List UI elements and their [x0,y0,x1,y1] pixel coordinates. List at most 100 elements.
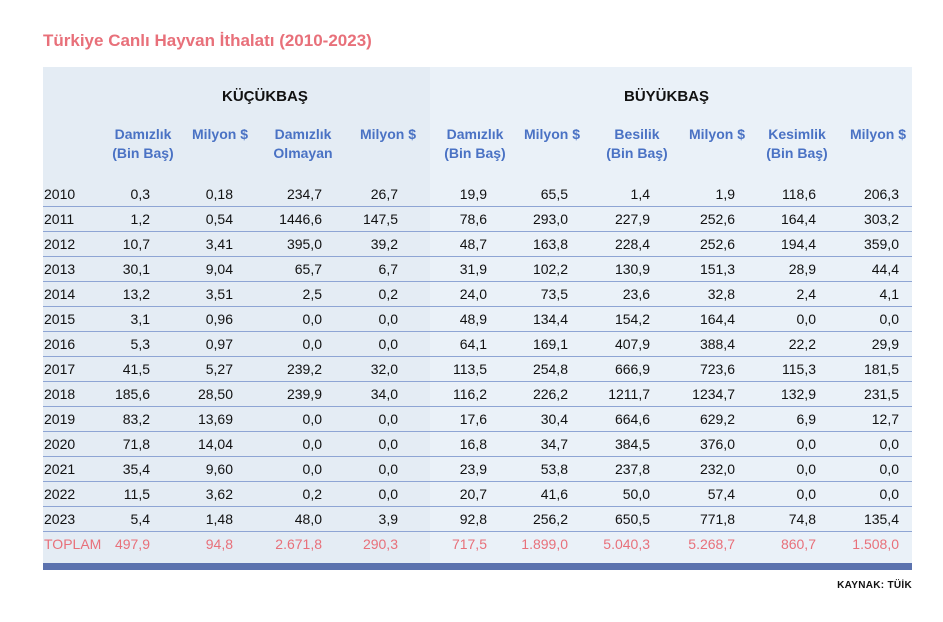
value-cell: 3,41 [205,236,233,252]
value-cell: 0,54 [205,211,233,227]
value-cell: 407,9 [614,336,650,352]
row-separator [43,256,912,257]
value-cell: 1,9 [715,186,735,202]
year-cell: 2015 [44,311,76,327]
value-cell: 0,0 [378,486,398,502]
value-cell: 20,7 [459,486,487,502]
table-row: 2017 41,5 5,27 239,2 32,0 113,5 254,8 666,9 723,… [43,358,912,382]
column-header: Milyon $ [359,126,416,142]
value-cell: 1234,7 [692,386,735,402]
value-cell: 237,8 [614,461,650,477]
value-cell: 0,0 [378,411,398,427]
table-row: 2012 10,7 3,41 395,0 39,2 48,7 163,8 228,4 252,6… [43,233,912,257]
value-cell: 19,9 [459,186,487,202]
value-cell: 74,8 [788,511,816,527]
value-cell: 164,4 [699,311,735,327]
value-cell: 83,2 [122,411,150,427]
value-cell: 32,8 [707,286,735,302]
value-cell: 0,0 [879,461,899,477]
value-cell: 194,4 [780,236,816,252]
value-cell: 53,8 [540,461,568,477]
group-header-large: BÜYÜKBAŞ [624,88,710,105]
value-cell: 34,0 [370,386,398,402]
value-cell: 26,7 [370,186,398,202]
row-separator [43,406,912,407]
value-cell: 13,69 [197,411,233,427]
row-separator [43,506,912,507]
value-cell: 163,8 [532,236,568,252]
value-cell: 169,1 [532,336,568,352]
value-cell: 290,3 [362,536,398,552]
value-cell: 5.268,7 [688,536,735,552]
row-separator [43,356,912,357]
table-row: 2016 5,3 0,97 0,0 0,0 64,1 169,1 407,9 388,4 22,2… [43,333,912,357]
column-header: Kesimlik (Bin Baş) [766,126,828,161]
value-cell: 16,8 [459,436,487,452]
value-cell: 256,2 [532,511,568,527]
value-cell: 65,7 [294,261,322,277]
value-cell: 132,9 [780,386,816,402]
value-cell: 12,7 [871,411,899,427]
column-header: Milyon $ [849,126,906,142]
value-cell: 30,4 [540,411,568,427]
value-cell: 34,7 [540,436,568,452]
value-cell: 118,6 [782,186,816,202]
value-cell: 664,6 [614,411,650,427]
value-cell: 232,0 [699,461,735,477]
value-cell: 239,2 [286,361,322,377]
year-cell: 2021 [44,461,76,477]
value-cell: 64,1 [459,336,487,352]
value-cell: 115,3 [782,361,816,377]
value-cell: 0,0 [796,311,816,327]
value-cell: 14,04 [197,436,233,452]
value-cell: 0,3 [130,186,150,202]
value-cell: 78,6 [459,211,487,227]
value-cell: 94,8 [205,536,233,552]
value-cell: 254,8 [532,361,568,377]
table-row: 2020 71,8 14,04 0,0 0,0 16,8 34,7 384,5 376,0 0,0… [43,433,912,457]
value-cell: 0,0 [302,461,322,477]
value-cell: 384,5 [614,436,650,452]
value-cell: 0,0 [378,461,398,477]
value-cell: 9,60 [205,461,233,477]
source-note: KAYNAK: TÜİK [837,580,912,591]
year-cell: 2016 [44,336,76,352]
column-header: Damızlık (Bin Baş) [112,126,174,161]
table-row: 2011 1,2 0,54 1446,6 147,5 78,6 293,0 227,9 252,… [43,208,912,232]
value-cell: 41,5 [122,361,150,377]
value-cell: 0,0 [302,436,322,452]
year-cell: 2017 [44,361,76,377]
value-cell: 48,7 [459,236,487,252]
value-cell: 771,8 [699,511,735,527]
group-header-small: KÜÇÜKBAŞ [222,88,308,105]
table-row: 2018 185,6 28,50 239,9 34,0 116,2 226,2 1211,7 1… [43,383,912,407]
value-cell: 134,4 [532,311,568,327]
value-cell: 1,48 [205,511,233,527]
value-cell: 1,2 [130,211,150,227]
value-cell: 181,5 [863,361,899,377]
value-cell: 5,3 [130,336,150,352]
value-cell: 0,0 [378,336,398,352]
value-cell: 0,0 [879,436,899,452]
value-cell: 0,18 [205,186,233,202]
year-cell: 2023 [44,511,76,527]
value-cell: 31,9 [459,261,487,277]
value-cell: 0,0 [796,461,816,477]
value-cell: 154,2 [614,311,650,327]
table-bottom-bar [43,563,912,570]
value-cell: 116,2 [453,386,487,402]
value-cell: 0,0 [302,311,322,327]
column-header: Damızlık (Bin Baş) [444,126,506,161]
value-cell: 113,5 [453,361,487,377]
value-cell: 388,4 [699,336,735,352]
value-cell: 28,9 [788,261,816,277]
value-cell: 57,4 [707,486,735,502]
value-cell: 228,4 [614,236,650,252]
value-cell: 252,6 [699,236,735,252]
value-cell: 293,0 [532,211,568,227]
value-cell: 23,6 [622,286,650,302]
column-header: Milyon $ [688,126,745,142]
value-cell: 41,6 [540,486,568,502]
value-cell: 303,2 [863,211,899,227]
year-cell: 2019 [44,411,76,427]
